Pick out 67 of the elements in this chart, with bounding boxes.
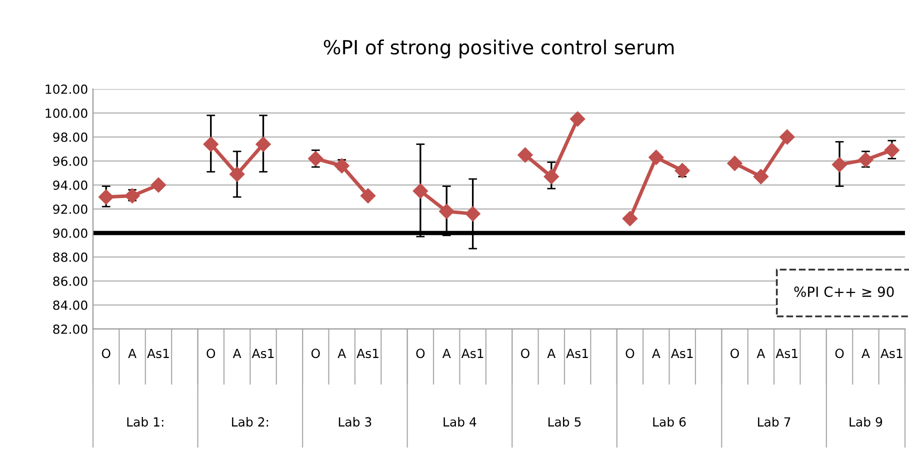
x-tick-label: O [206, 348, 216, 358]
point [360, 188, 376, 204]
x-tick-label: A [128, 348, 136, 358]
point [203, 136, 218, 152]
x-tick-label: A [862, 348, 870, 358]
x-tick-label: O [520, 348, 530, 358]
x-tick-label: As1 [880, 348, 902, 358]
point [439, 204, 454, 219]
point [780, 129, 795, 145]
x-tick-label: A [442, 348, 451, 358]
x-tick-label: O [102, 348, 110, 358]
y-tick-label: 102.00 [46, 84, 88, 94]
x-tick-label: O [416, 348, 425, 358]
y-tick-label: 82.00 [53, 324, 88, 334]
point [518, 147, 533, 163]
annotation: %PI C++ ≥ 90 [794, 286, 894, 298]
y-tick-label: 94.00 [53, 180, 88, 190]
y-tick-label: 100.00 [46, 108, 88, 118]
x-tick-label: O [730, 348, 739, 358]
point [884, 142, 900, 158]
text: Lab 1: [127, 416, 164, 427]
point [648, 150, 664, 165]
x-tick-label: As1 [252, 348, 274, 358]
text: Lab 6 [653, 416, 686, 427]
y-tick-label: 90.00 [53, 228, 88, 238]
y-tick-label: 98.00 [53, 132, 88, 142]
point [727, 156, 742, 171]
point [832, 157, 848, 172]
x-tick-label: As1 [776, 348, 798, 358]
point [308, 151, 324, 166]
text: Lab 2: [232, 416, 268, 427]
x-tick-label: As1 [670, 348, 693, 358]
text: Lab 4 [444, 416, 476, 427]
x-tick-label: A [338, 348, 346, 358]
x-tick-label: As1 [356, 348, 378, 358]
point [544, 169, 559, 184]
x-tick-label: A [547, 348, 556, 358]
x-tick-label: As1 [461, 348, 484, 358]
chart-title: %PI of strong positive control serum [324, 40, 674, 58]
point [412, 183, 428, 199]
y-tick-label: 92.00 [53, 204, 88, 214]
x-tick-label: As1 [147, 348, 169, 358]
x-tick-label: A [232, 348, 242, 358]
point [465, 206, 480, 222]
x-tick-label: O [311, 348, 320, 358]
x-tick-label: O [835, 348, 844, 358]
y-tick-label: 88.00 [53, 252, 88, 262]
text: Lab 9 [850, 416, 882, 427]
text: Lab 7 [758, 416, 790, 427]
x-tick-label: As1 [566, 348, 588, 358]
x-tick-label: A [756, 348, 766, 358]
point [570, 111, 586, 127]
point [150, 177, 166, 193]
x-tick-label: A [652, 348, 660, 358]
point [334, 158, 350, 174]
point [98, 189, 114, 205]
y-tick-label: 86.00 [53, 276, 88, 286]
x-tick-label: O [626, 348, 634, 358]
text: Lab 3 [338, 416, 372, 427]
point [256, 136, 271, 152]
point [753, 169, 769, 184]
point [622, 211, 638, 226]
point [674, 163, 690, 178]
point [229, 166, 245, 182]
y-tick-label: 84.00 [53, 300, 88, 310]
text: Lab 5 [548, 416, 581, 427]
y-tick-label: 96.00 [53, 156, 88, 166]
